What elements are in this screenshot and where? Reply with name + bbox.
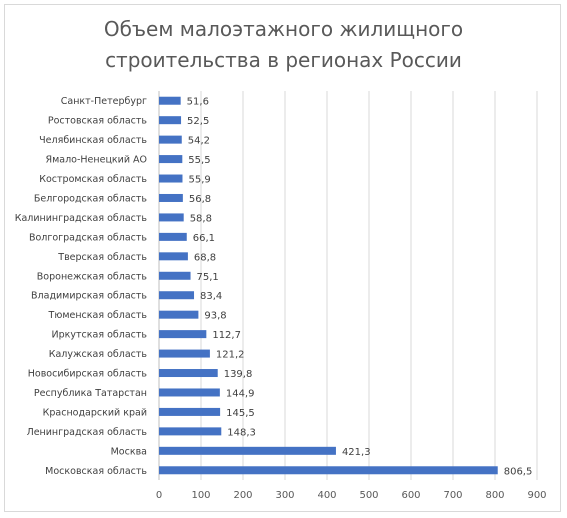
x-tick-label: 600 <box>401 490 420 501</box>
data-label: 68,8 <box>194 252 216 263</box>
data-label: 56,8 <box>189 194 211 205</box>
category-label: Ленинградская область <box>27 427 148 438</box>
chart-frame <box>4 4 561 512</box>
data-label: 112,7 <box>212 330 241 341</box>
category-label: Тверская область <box>57 252 147 263</box>
data-label: 806,5 <box>504 466 533 477</box>
category-label: Московская область <box>45 466 147 477</box>
data-label: 51,6 <box>187 97 209 108</box>
bar <box>159 291 195 300</box>
x-tick-label: 700 <box>443 490 462 501</box>
data-label: 121,2 <box>216 350 245 361</box>
data-label: 144,9 <box>226 388 255 399</box>
category-label: Новосибирская область <box>28 369 148 380</box>
bar <box>159 466 498 475</box>
x-tick-label: 0 <box>156 490 162 501</box>
category-label: Краснодарский край <box>43 407 147 418</box>
category-label: Тюменская область <box>48 310 148 321</box>
bar <box>159 232 187 241</box>
data-label: 139,8 <box>224 369 253 380</box>
data-label: 52,5 <box>187 116 209 127</box>
x-tick-label: 400 <box>317 490 336 501</box>
category-label: Владимирская область <box>31 291 147 302</box>
bar <box>159 174 183 183</box>
bar <box>159 213 184 222</box>
bar <box>159 349 210 358</box>
bar <box>159 330 207 339</box>
x-tick-label: 100 <box>191 490 210 501</box>
category-label: Республика Татарстан <box>34 388 147 399</box>
chart-title: Объем малоэтажного жилищного строительст… <box>0 14 567 76</box>
category-label: Калининградская область <box>15 213 148 224</box>
category-label: Белгородская область <box>34 193 147 204</box>
bar <box>159 388 220 397</box>
bar <box>159 407 221 416</box>
category-label: Челябинская область <box>39 135 147 146</box>
bar <box>159 427 222 436</box>
bar <box>159 310 199 319</box>
x-tick-label: 900 <box>527 490 546 501</box>
bar <box>159 446 336 455</box>
data-label: 55,9 <box>188 175 210 186</box>
data-label: 55,5 <box>188 155 210 166</box>
category-label: Иркутская область <box>52 330 148 341</box>
chart-title-line-2: строительства в регионах России <box>105 48 462 72</box>
bar <box>159 96 181 105</box>
bar <box>159 116 182 125</box>
data-label: 66,1 <box>193 233 215 244</box>
x-tick-label: 500 <box>359 490 378 501</box>
data-label: 145,5 <box>226 408 255 419</box>
bar <box>159 271 191 280</box>
category-label: Воронежская область <box>37 271 148 282</box>
category-label: Ростовская область <box>48 116 148 127</box>
bar <box>159 369 218 378</box>
data-label: 421,3 <box>342 447 371 458</box>
chart-title-line-1: Объем малоэтажного жилищного <box>103 17 464 41</box>
data-label: 148,3 <box>227 427 256 438</box>
category-label: Ямало-Ненецкий АО <box>46 155 148 166</box>
category-label: Волгоградская область <box>29 232 147 243</box>
bar <box>159 193 183 202</box>
x-tick-label: 300 <box>275 490 294 501</box>
bar <box>159 155 183 164</box>
data-label: 75,1 <box>197 272 219 283</box>
category-label: Костромская область <box>39 174 147 185</box>
data-label: 58,8 <box>190 213 212 224</box>
category-label: Москва <box>111 446 147 457</box>
bar <box>159 252 188 261</box>
data-label: 83,4 <box>200 291 222 302</box>
data-label: 54,2 <box>188 136 210 147</box>
category-label: Калужская область <box>49 349 148 360</box>
bar <box>159 135 182 144</box>
category-label: Санкт-Петербург <box>61 96 147 107</box>
x-tick-label: 800 <box>485 490 504 501</box>
x-tick-label: 200 <box>233 490 252 501</box>
data-label: 93,8 <box>204 311 226 322</box>
